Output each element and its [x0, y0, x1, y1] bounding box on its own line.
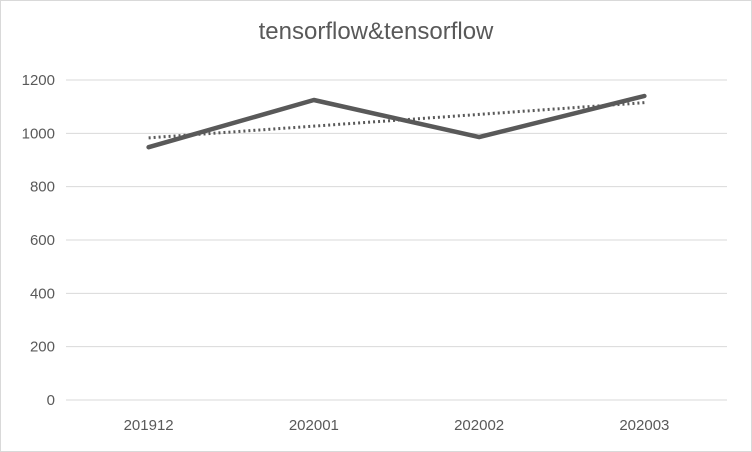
y-tick-label: 400: [30, 285, 55, 302]
y-tick-label: 1000: [22, 125, 55, 142]
chart-title: tensorflow&tensorflow: [258, 18, 494, 45]
y-tick-label: 1200: [22, 72, 55, 89]
y-axis-labels: 0 200 400 600 800 1000 1200: [22, 72, 55, 409]
x-tick-label: 202001: [289, 417, 339, 434]
y-tick-label: 0: [47, 392, 55, 409]
x-tick-label: 202002: [454, 417, 504, 434]
gridlines: [66, 79, 727, 401]
y-tick-label: 200: [30, 339, 55, 356]
series-line: [146, 93, 647, 150]
x-tick-label: 201912: [124, 417, 174, 434]
x-axis-labels: 201912 202001 202002 202003: [124, 417, 670, 434]
y-tick-label: 600: [30, 232, 55, 249]
y-tick-label: 800: [30, 179, 55, 196]
x-tick-label: 202003: [619, 417, 669, 434]
series-group: [146, 93, 647, 150]
